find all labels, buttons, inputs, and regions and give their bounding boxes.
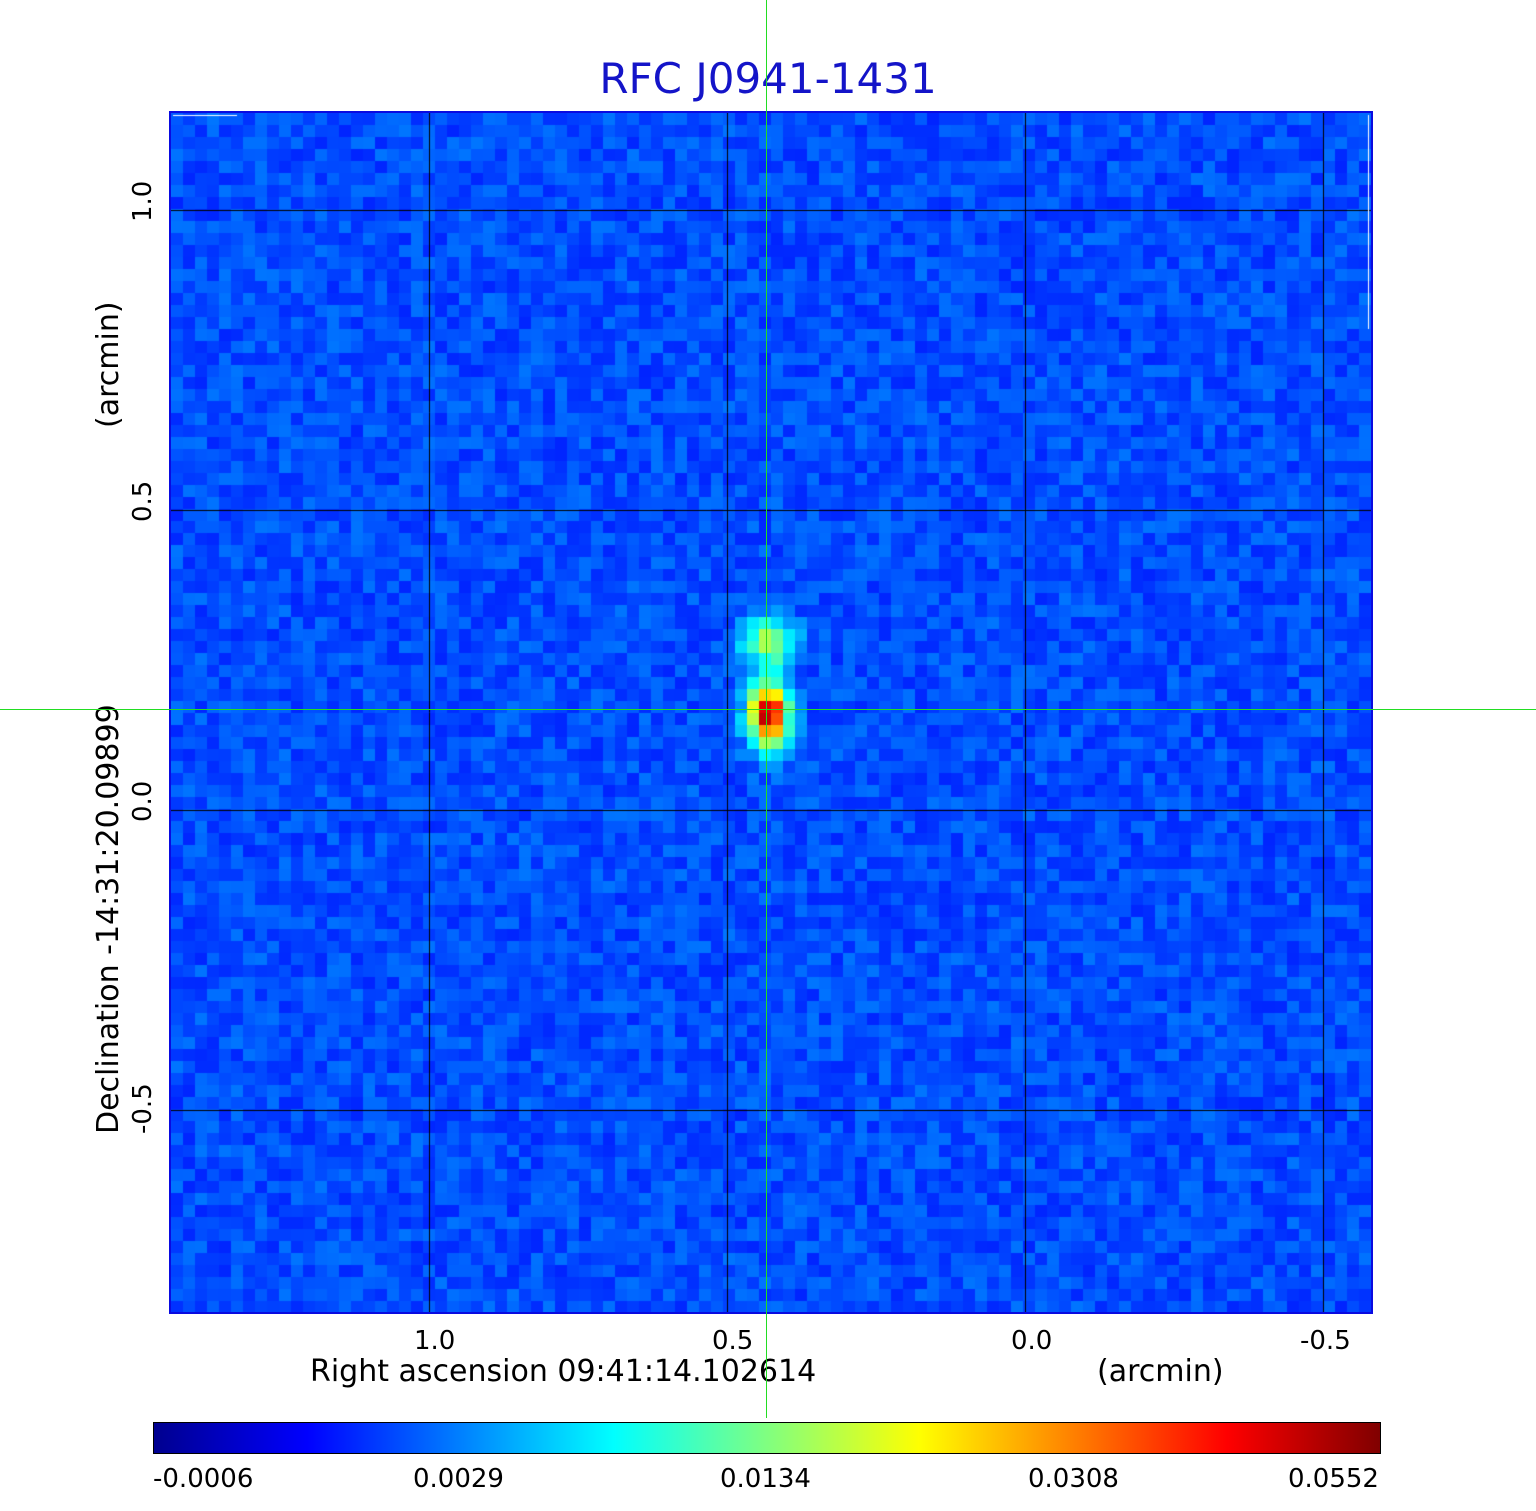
- y-tick-label-4: -0.5: [128, 1083, 158, 1134]
- radio-image-panel[interactable]: [169, 111, 1373, 1314]
- colorbar-label-2: 0.0029: [413, 1464, 504, 1494]
- colorbar-label-3: 0.0134: [720, 1464, 811, 1494]
- x-axis-unit: (arcmin): [1097, 1354, 1224, 1389]
- colorbar: [153, 1422, 1381, 1454]
- colorbar-label-5: 0.0552: [1288, 1464, 1379, 1494]
- x-tick-label-1: 1.0: [414, 1326, 456, 1356]
- x-axis-label: Right ascension 09:41:14.102614: [310, 1354, 817, 1389]
- y-tick-label-3: 0.0: [128, 780, 158, 822]
- y-axis-unit: (arcmin): [91, 301, 126, 428]
- plot-title: RFC J0941-1431: [599, 54, 937, 103]
- y-tick-label-2: 0.5: [128, 480, 158, 522]
- crosshair-horizontal: [0, 709, 1536, 710]
- x-tick-label-3: 0.0: [1011, 1326, 1053, 1356]
- colorbar-label-4: 0.0308: [1028, 1464, 1119, 1494]
- colorbar-label-1: -0.0006: [153, 1464, 254, 1494]
- y-axis-label: Declination -14:31:20.09899: [91, 704, 126, 1134]
- radio-image-canvas: [171, 113, 1371, 1312]
- y-tick-label-1: 1.0: [128, 180, 158, 222]
- x-tick-label-2: 0.5: [712, 1326, 754, 1356]
- x-tick-label-4: -0.5: [1300, 1326, 1351, 1356]
